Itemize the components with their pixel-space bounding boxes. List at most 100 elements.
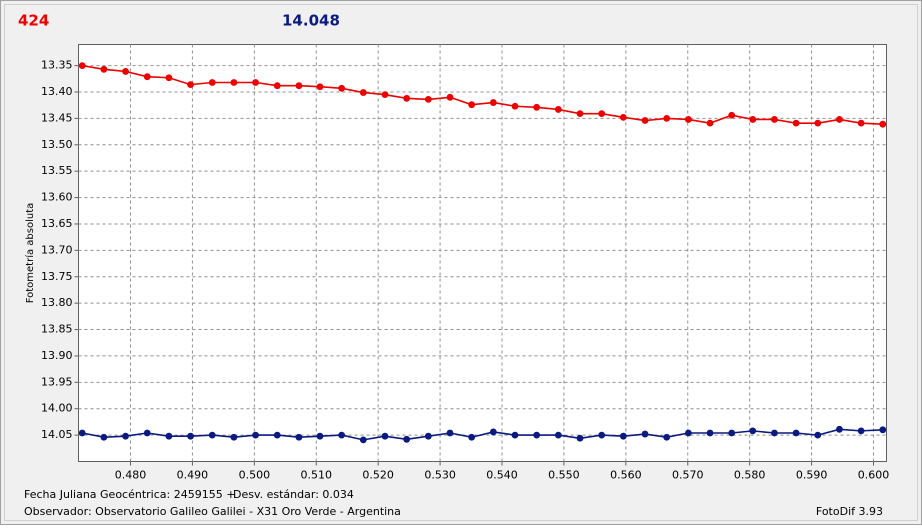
data-point bbox=[879, 120, 887, 128]
data-point bbox=[122, 68, 129, 75]
y-tick-label: 13.75 bbox=[41, 270, 73, 283]
data-point bbox=[663, 114, 671, 122]
data-point bbox=[338, 431, 346, 439]
y-tick-label: 13.50 bbox=[41, 138, 73, 151]
x-tick-label: 0.570 bbox=[672, 469, 704, 482]
data-point bbox=[424, 95, 432, 103]
plot-area bbox=[78, 44, 887, 462]
data-point bbox=[619, 113, 627, 121]
data-point bbox=[554, 431, 562, 439]
data-point bbox=[252, 79, 259, 86]
data-point bbox=[230, 79, 238, 86]
x-tick-label: 0.510 bbox=[301, 469, 333, 482]
data-point bbox=[576, 434, 584, 442]
y-tick-label: 14.00 bbox=[41, 402, 73, 415]
x-tick-label: 0.520 bbox=[362, 469, 394, 482]
data-point bbox=[316, 83, 324, 91]
data-point bbox=[424, 432, 432, 440]
x-tick-label: 0.540 bbox=[486, 469, 518, 482]
data-point bbox=[359, 89, 367, 96]
data-point bbox=[446, 429, 454, 437]
legend-label: 14.048 bbox=[282, 12, 340, 30]
data-point bbox=[446, 93, 454, 101]
data-point bbox=[187, 81, 194, 89]
y-tick-label: 13.95 bbox=[41, 375, 73, 388]
data-point bbox=[489, 99, 497, 106]
footer-date: Fecha Juliana Geocéntrica: 2459155 + bbox=[24, 488, 235, 501]
data-point bbox=[771, 429, 778, 437]
legend-label: 424 bbox=[18, 12, 49, 30]
series-line bbox=[82, 64, 883, 126]
data-point bbox=[706, 429, 714, 437]
data-point bbox=[706, 119, 714, 127]
y-tick-label: 13.90 bbox=[41, 349, 73, 362]
y-tick-label: 13.40 bbox=[41, 85, 73, 98]
x-tick-label: 0.500 bbox=[239, 469, 271, 482]
data-point bbox=[403, 94, 411, 102]
series-line bbox=[82, 428, 883, 441]
footer-software: FotoDif 3.93 bbox=[816, 505, 883, 518]
data-point bbox=[143, 429, 151, 437]
data-point bbox=[78, 429, 86, 437]
data-point bbox=[814, 119, 822, 127]
x-tick-label: 0.600 bbox=[858, 469, 890, 482]
y-tick-label: 13.55 bbox=[41, 164, 73, 177]
data-point bbox=[728, 111, 736, 119]
data-point bbox=[641, 117, 649, 124]
data-point bbox=[533, 431, 541, 439]
data-point bbox=[576, 110, 584, 118]
data-point bbox=[749, 116, 757, 123]
data-point bbox=[857, 119, 865, 127]
data-point bbox=[403, 435, 411, 443]
data-point bbox=[165, 74, 173, 82]
data-point bbox=[771, 116, 778, 123]
data-point bbox=[187, 432, 194, 440]
data-point bbox=[208, 431, 216, 439]
data-point bbox=[295, 433, 303, 441]
y-tick-label: 14.05 bbox=[41, 428, 73, 441]
x-tick-label: 0.530 bbox=[424, 469, 456, 482]
data-point bbox=[316, 432, 324, 440]
data-point bbox=[792, 429, 800, 437]
y-tick-label: 13.35 bbox=[41, 59, 73, 72]
data-point bbox=[598, 110, 606, 118]
y-tick-label: 13.45 bbox=[41, 111, 73, 124]
data-point bbox=[684, 116, 692, 123]
data-point bbox=[533, 103, 541, 111]
x-tick-label: 0.490 bbox=[177, 469, 209, 482]
data-point bbox=[468, 433, 476, 441]
data-point bbox=[836, 425, 843, 433]
data-point bbox=[511, 431, 519, 439]
y-tick-label: 13.80 bbox=[41, 296, 73, 309]
data-point bbox=[381, 91, 389, 99]
x-tick-label: 0.580 bbox=[734, 469, 766, 482]
y-tick-label: 13.65 bbox=[41, 217, 73, 230]
data-point bbox=[619, 432, 627, 440]
data-point bbox=[252, 431, 259, 439]
data-point bbox=[381, 432, 389, 440]
footer-observer: Observador: Observatorio Galileo Galilei… bbox=[24, 505, 401, 518]
data-point bbox=[100, 65, 108, 73]
y-tick-label: 13.60 bbox=[41, 191, 73, 204]
data-point bbox=[208, 79, 216, 86]
data-point bbox=[338, 84, 346, 92]
x-tick-label: 0.550 bbox=[548, 469, 580, 482]
y-tick-label: 13.70 bbox=[41, 243, 73, 256]
data-point bbox=[641, 430, 649, 438]
data-point bbox=[165, 432, 173, 440]
data-point bbox=[836, 116, 843, 123]
data-point bbox=[489, 428, 497, 436]
data-point bbox=[295, 82, 303, 90]
data-point bbox=[598, 431, 606, 439]
data-point bbox=[792, 119, 800, 127]
data-point bbox=[728, 429, 736, 437]
data-point bbox=[684, 429, 692, 437]
data-point bbox=[468, 101, 476, 109]
data-point bbox=[78, 62, 86, 70]
y-axis-label: Fotometría absoluta bbox=[24, 203, 36, 304]
data-point bbox=[857, 427, 865, 435]
data-point bbox=[879, 426, 887, 434]
x-tick-label: 0.560 bbox=[610, 469, 642, 482]
